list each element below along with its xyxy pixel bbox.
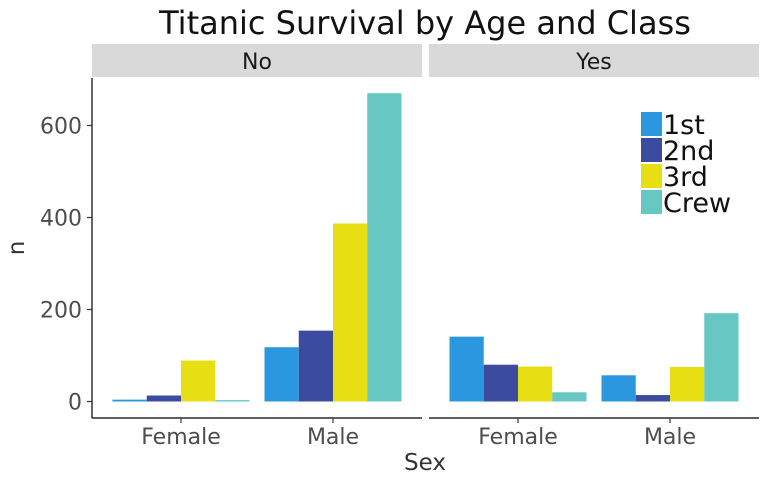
- facet-strip-no: [92, 44, 422, 77]
- bar-yes-male-1st: 1st: 57: [601, 375, 636, 402]
- bar-no-male-3rd: 3rd: 387: [333, 223, 368, 402]
- plot-layer: No 1st: 42nd: 133rd: 89Crew: 3 Female 1st: …: [40, 44, 759, 450]
- x-axis-title: Sex: [404, 450, 446, 476]
- x-tick-label: Male: [307, 425, 359, 450]
- x-tick-label: Female: [141, 425, 221, 450]
- y-tick-label: 600: [40, 115, 82, 140]
- legend-key-1st: [641, 112, 662, 136]
- bar-yes-female-2nd: 2nd: 80: [483, 364, 518, 402]
- legend-key-crew: [641, 190, 662, 214]
- x-tick-label: Female: [478, 425, 558, 450]
- y-tick-label: 400: [40, 207, 82, 232]
- legend-label: 2nd: [663, 136, 714, 167]
- bar-yes-male-2nd: 2nd: 14: [635, 395, 670, 402]
- bar-yes-male-crew: Crew: 192: [704, 313, 739, 402]
- facet-label: No: [242, 50, 272, 75]
- bar-no-male-2nd: 2nd: 154: [298, 330, 333, 402]
- bar-no-male-crew: Crew: 670: [367, 93, 402, 402]
- bar-no-female-2nd: 2nd: 13: [146, 395, 181, 402]
- bar-yes-female-crew: Crew: 20: [552, 392, 587, 402]
- bar-no-female-3rd: 3rd: 89: [181, 360, 216, 402]
- legend-key-2nd: [641, 138, 662, 162]
- legend-label: 1st: [663, 110, 705, 141]
- y-tick-label: 200: [40, 299, 82, 324]
- legend-label: Crew: [663, 188, 731, 219]
- bar-yes-female-1st: 1st: 141: [449, 336, 484, 402]
- y-axis-title: n: [4, 241, 30, 256]
- chart-title: Titanic Survival by Age and Class: [158, 4, 691, 42]
- y-tick-label: 0: [68, 391, 82, 416]
- bar-no-male-1st: 1st: 118: [264, 347, 299, 402]
- x-tick-label: Male: [644, 425, 696, 450]
- bar-yes-male-3rd: 3rd: 75: [670, 367, 705, 402]
- bar-no-female-crew: Crew: 3: [215, 400, 250, 402]
- facet-label: Yes: [575, 50, 612, 75]
- legend-key-3rd: [641, 164, 662, 188]
- bar-no-female-1st: 1st: 4: [112, 399, 147, 402]
- bar-yes-female-3rd: 3rd: 76: [518, 366, 553, 402]
- facet-strip-yes: [429, 44, 759, 77]
- legend-label: 3rd: [663, 162, 708, 193]
